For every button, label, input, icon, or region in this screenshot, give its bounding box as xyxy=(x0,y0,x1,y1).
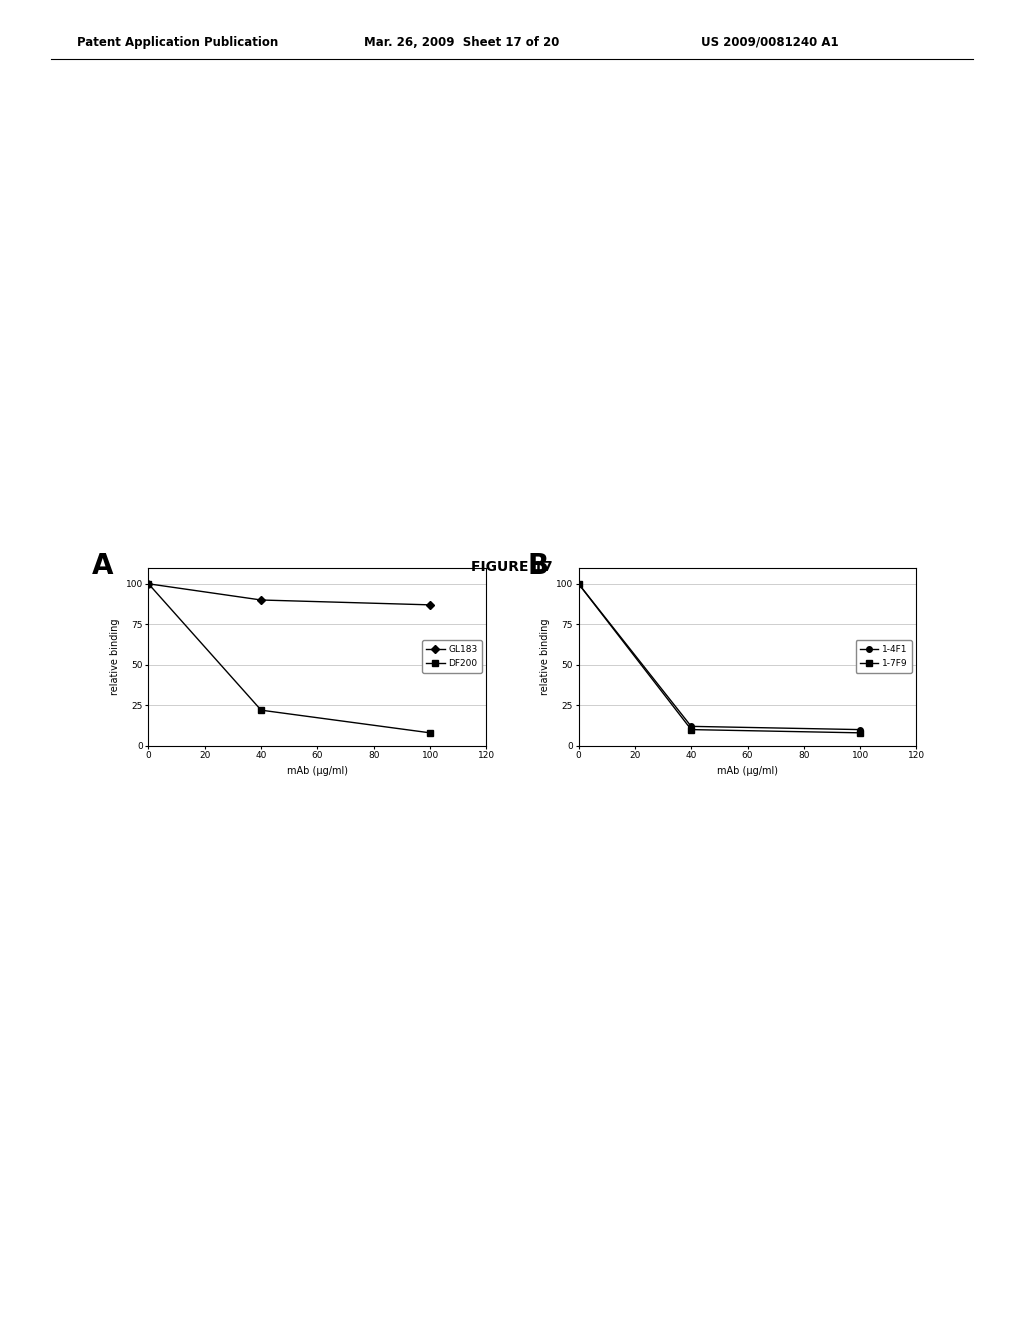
Line: 1-7F9: 1-7F9 xyxy=(575,581,863,735)
X-axis label: mAb (µg/ml): mAb (µg/ml) xyxy=(287,766,348,776)
GL183 xyxy=(424,597,436,612)
Text: A: A xyxy=(92,552,114,579)
Line: 1-4F1: 1-4F1 xyxy=(575,581,863,733)
1-7F9 xyxy=(685,722,697,738)
Text: Mar. 26, 2009  Sheet 17 of 20: Mar. 26, 2009 Sheet 17 of 20 xyxy=(364,36,559,49)
Text: US 2009/0081240 A1: US 2009/0081240 A1 xyxy=(701,36,839,49)
1-7F9 xyxy=(854,725,866,741)
Legend: 1-4F1, 1-7F9: 1-4F1, 1-7F9 xyxy=(856,640,912,673)
1-4F1 xyxy=(854,722,866,738)
Y-axis label: relative binding: relative binding xyxy=(541,619,550,694)
Text: FIGURE 17: FIGURE 17 xyxy=(471,560,553,574)
Legend: GL183, DF200: GL183, DF200 xyxy=(422,640,482,673)
1-4F1 xyxy=(572,576,585,591)
GL183 xyxy=(142,576,155,591)
Y-axis label: relative binding: relative binding xyxy=(111,619,120,694)
GL183 xyxy=(255,593,267,609)
Line: DF200: DF200 xyxy=(145,581,433,735)
DF200 xyxy=(255,702,267,718)
1-7F9 xyxy=(572,576,585,591)
1-4F1 xyxy=(685,718,697,734)
Text: B: B xyxy=(527,552,549,579)
DF200 xyxy=(424,725,436,741)
DF200 xyxy=(142,576,155,591)
Text: Patent Application Publication: Patent Application Publication xyxy=(77,36,279,49)
X-axis label: mAb (µg/ml): mAb (µg/ml) xyxy=(717,766,778,776)
Line: GL183: GL183 xyxy=(145,581,433,607)
